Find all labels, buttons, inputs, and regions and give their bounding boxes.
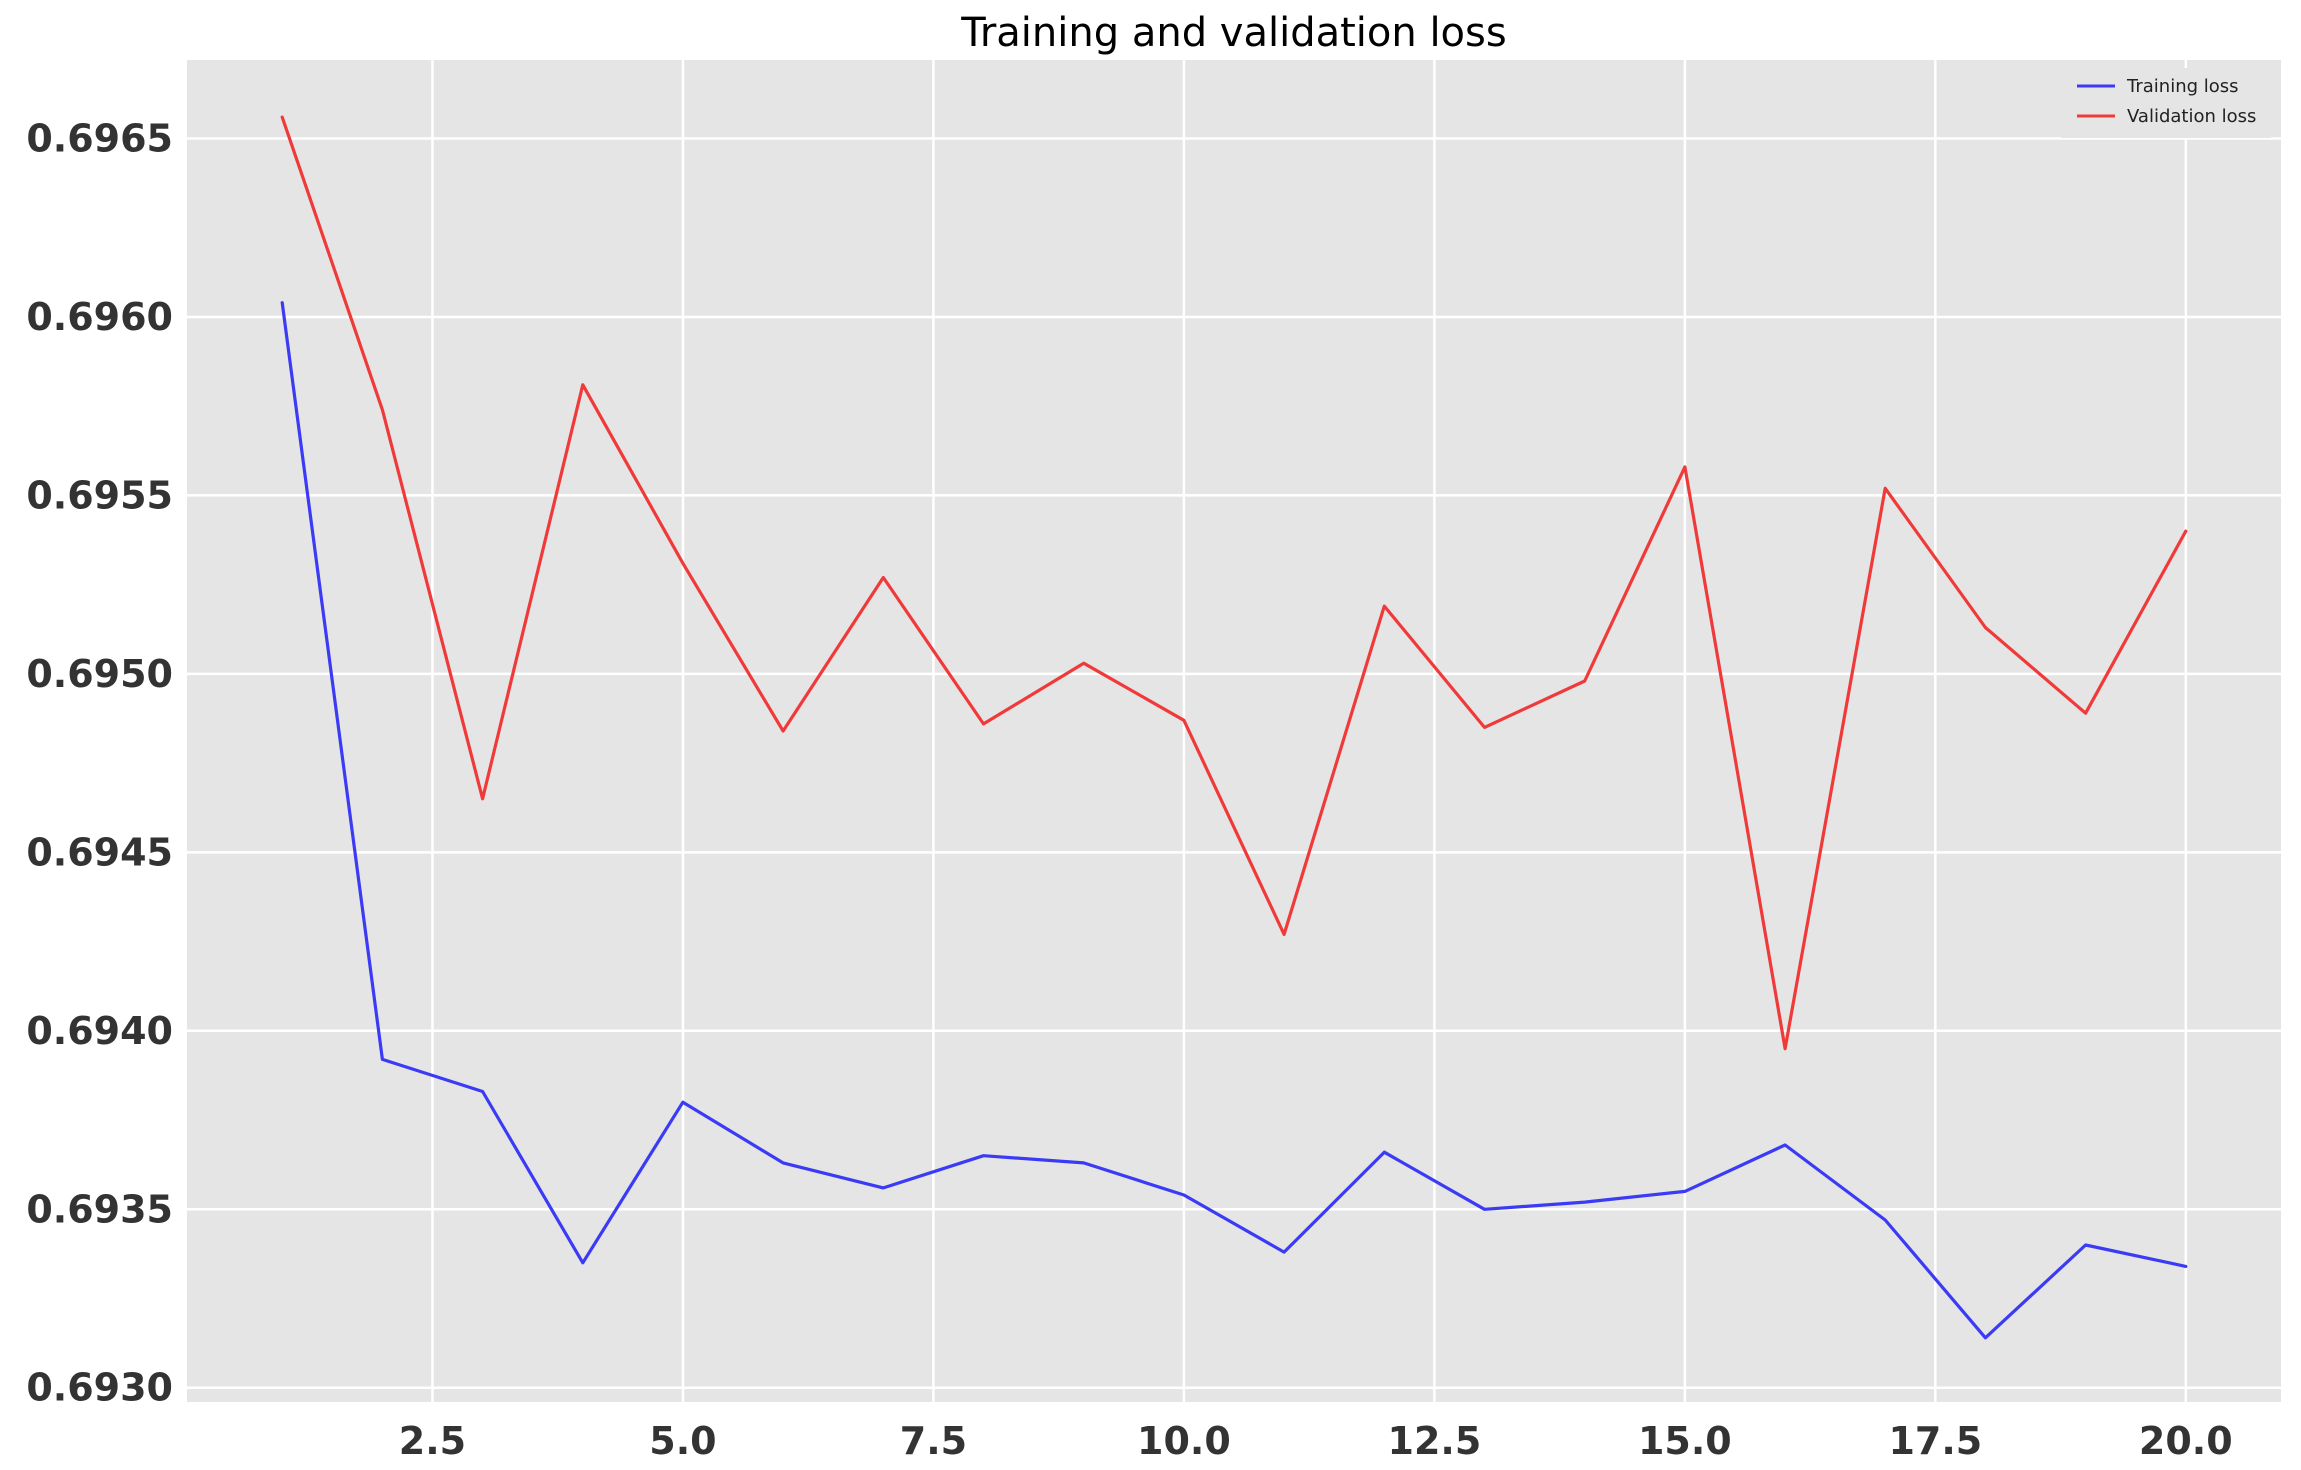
chart-title: Training and validation loss — [960, 10, 1506, 56]
x-tick-label: 2.5 — [399, 1419, 466, 1463]
legend-label: Validation loss — [2127, 106, 2256, 127]
y-tick-label: 0.6930 — [26, 1366, 173, 1410]
plot-area-background — [187, 60, 2281, 1402]
legend-label: Training loss — [2126, 76, 2239, 97]
grid-lines — [187, 60, 2281, 1402]
x-tick-label: 5.0 — [649, 1419, 716, 1463]
x-tick-label: 12.5 — [1388, 1419, 1482, 1463]
x-tick-label: 20.0 — [2139, 1419, 2233, 1463]
y-tick-label: 0.6965 — [26, 117, 173, 161]
x-tick-label: 7.5 — [900, 1419, 967, 1463]
series-line-training-loss — [280, 301, 2188, 1340]
y-axis-ticks: 0.6930 0.6935 0.6940 0.6945 0.6950 0.6955 0.69… — [26, 117, 173, 1410]
y-tick-label: 0.6935 — [26, 1187, 173, 1231]
legend: Training loss Validation loss — [2061, 68, 2271, 138]
series-line-validation-loss — [280, 115, 2188, 1051]
y-tick-label: 0.6950 — [26, 652, 173, 696]
legend-box — [2061, 68, 2271, 138]
series-lines — [280, 115, 2188, 1340]
x-tick-label: 15.0 — [1638, 1419, 1732, 1463]
y-tick-label: 0.6955 — [26, 473, 173, 517]
y-tick-label: 0.6960 — [26, 295, 173, 339]
x-axis-ticks: 2.5 5.0 7.5 10.0 12.5 15.0 17.5 20.0 — [399, 1419, 2233, 1463]
y-tick-label: 0.6945 — [26, 830, 173, 874]
y-tick-label: 0.6940 — [26, 1009, 173, 1053]
x-tick-label: 10.0 — [1137, 1419, 1231, 1463]
x-tick-label: 17.5 — [1888, 1419, 1982, 1463]
